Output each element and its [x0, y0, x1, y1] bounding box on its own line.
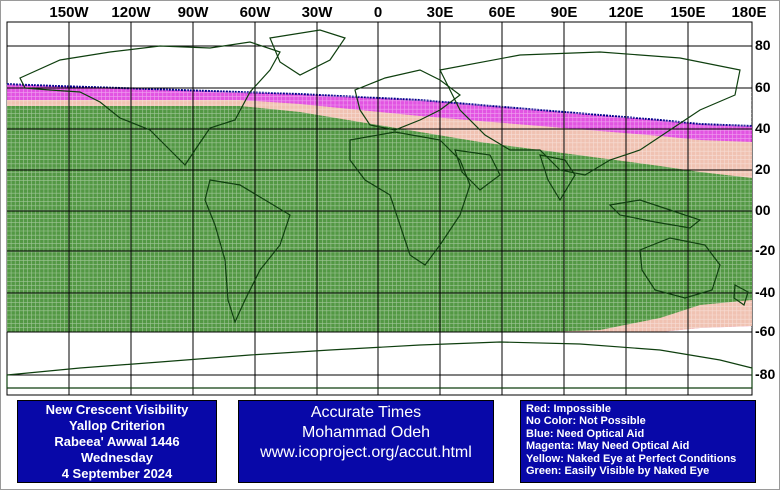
legend-no-color: No Color: Not Possible: [526, 415, 646, 428]
legend-magenta: Magenta: May Need Optical Aid: [526, 440, 690, 453]
legend-yellow: Yellow: Naked Eye at Perfect Conditions: [526, 452, 737, 465]
info-criterion: Yallop Criterion: [68, 418, 166, 433]
lon-label-60w: 60W: [239, 4, 271, 21]
credit-software: Accurate Times: [310, 404, 422, 421]
lon-label-0: 0: [373, 4, 383, 21]
coastline-north-america: [19, 41, 281, 166]
info-date: 4 September 2024: [61, 466, 173, 481]
credit-panel: Accurate Times Mohammad Odeh www.icoproj…: [238, 400, 494, 483]
visibility-map: [6, 21, 753, 396]
coastline-asia: [439, 51, 741, 176]
lon-label-120w: 120W: [111, 4, 151, 21]
lon-label-150w: 150W: [49, 4, 89, 21]
coastline-greenland: [269, 29, 346, 76]
lat-label-80: 80: [755, 37, 771, 53]
lat-label-20: 20: [755, 161, 771, 177]
coastline-new-zealand: [733, 284, 749, 306]
lat-label-m80: -80: [755, 366, 776, 382]
lon-label-90w: 90W: [177, 4, 209, 21]
info-title: New Crescent Visibility: [45, 402, 189, 417]
lat-label-00: 00: [755, 202, 771, 218]
lon-label-120e: 120E: [608, 4, 644, 21]
legend-panel: Red: Impossible No Color: Not Possible B…: [520, 400, 756, 483]
lon-label-30w: 30W: [301, 4, 333, 21]
credit-author: Mohammad Odeh: [301, 424, 431, 441]
info-weekday: Wednesday: [80, 450, 153, 465]
lon-label-180e: 180E: [731, 4, 767, 21]
coastline-india: [539, 154, 576, 202]
legend-red: Red: Impossible: [526, 403, 611, 415]
lon-label-150e: 150E: [670, 4, 706, 21]
coastline-australia: [639, 237, 721, 299]
cell-grid: [6, 83, 752, 333]
lat-label-m40: -40: [755, 284, 776, 300]
legend-blue: Blue: Need Optical Aid: [526, 427, 645, 440]
coastline-europe: [354, 69, 461, 131]
lat-label-40: 40: [755, 120, 771, 136]
lon-label-30e: 30E: [426, 4, 454, 21]
info-month: Rabeea' Awwal 1446: [54, 434, 180, 449]
lat-label-m60: -60: [755, 323, 776, 339]
lon-label-60e: 60E: [488, 4, 516, 21]
coastline-antarctica: [6, 341, 753, 389]
lon-label-90e: 90E: [550, 4, 578, 21]
coastline-africa: [349, 131, 471, 266]
credit-url: www.icoproject.org/accut.html: [260, 444, 472, 461]
lat-label-m20: -20: [755, 242, 776, 258]
coastline-south-america: [204, 179, 291, 324]
lat-label-60: 60: [755, 79, 771, 95]
coastline-arabia: [454, 149, 501, 191]
coastline-indonesia: [608, 199, 702, 229]
legend-green: Green: Easily Visible by Naked Eye: [526, 465, 710, 478]
info-panel: New Crescent Visibility Yallop Criterion…: [17, 400, 217, 483]
